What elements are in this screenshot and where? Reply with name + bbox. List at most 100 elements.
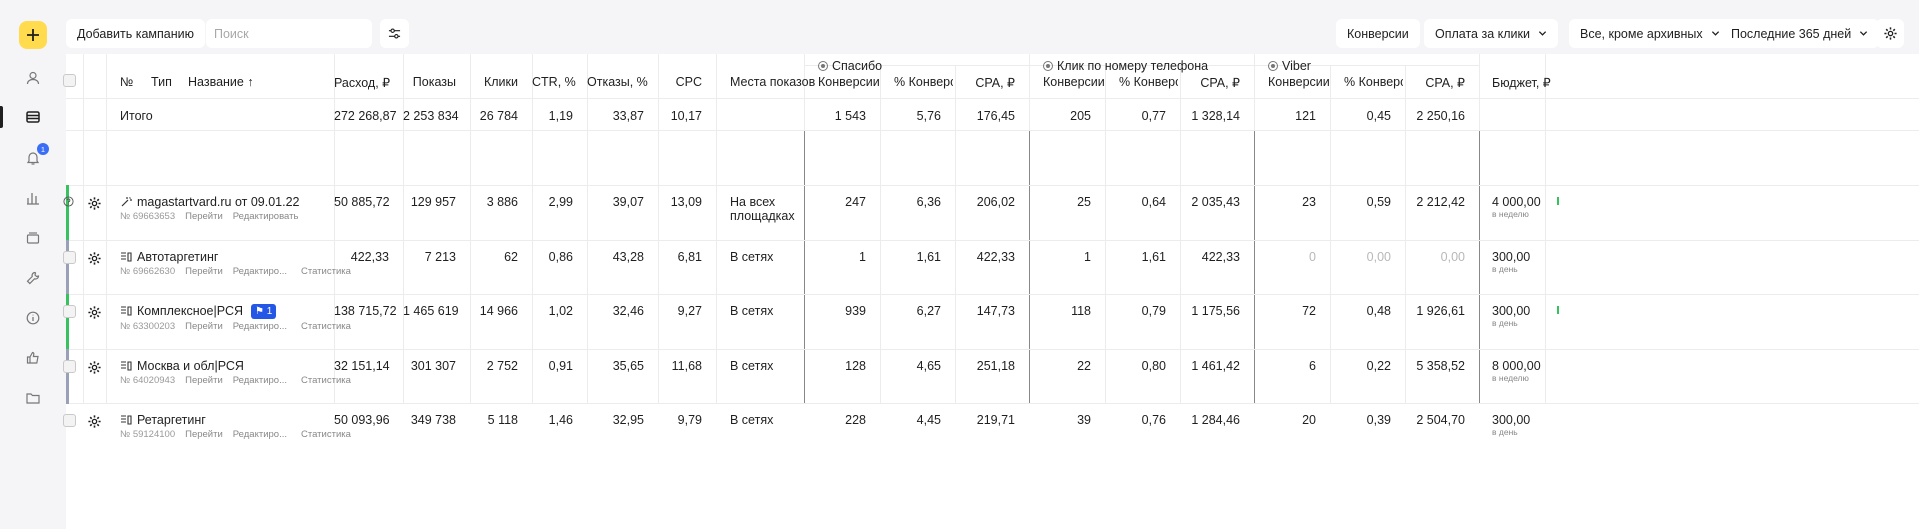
goal-value: 39: [1077, 413, 1091, 427]
header-budget: Бюджет, ₽: [1492, 76, 1551, 90]
gear-icon[interactable]: [87, 414, 102, 429]
left-rail: 1: [0, 0, 66, 529]
budget[interactable]: 4 000,00 в неделю: [1492, 195, 1541, 219]
campaign-name[interactable]: Автотаргетинг: [120, 250, 361, 264]
budget[interactable]: 300,00 в день: [1492, 304, 1530, 328]
stats-link[interactable]: Статистика: [301, 375, 351, 386]
campaign-name[interactable]: Москва и обл|РСЯ: [120, 359, 361, 373]
column-divider: [880, 65, 881, 403]
header-clicks[interactable]: Клики: [483, 75, 518, 89]
row-checkbox[interactable]: [63, 251, 76, 264]
go-link[interactable]: Перейти: [185, 321, 223, 332]
user-icon[interactable]: [24, 69, 42, 87]
search-input[interactable]: [206, 19, 372, 48]
gear-icon[interactable]: [87, 360, 102, 375]
top-toolbar: Добавить кампанию Конверсии Оплата за кл…: [66, 19, 1919, 49]
goal-value: 1,61: [916, 250, 941, 264]
message-badge[interactable]: ⚑ 1: [251, 304, 277, 319]
filter-settings-button[interactable]: [380, 19, 409, 48]
help-icon[interactable]: [63, 196, 74, 207]
header-impressions[interactable]: Показы: [412, 75, 456, 89]
column-divider: [1105, 65, 1106, 403]
campaigns-icon[interactable]: [24, 108, 42, 126]
edit-link[interactable]: Редактиро...: [232, 429, 287, 440]
metric-value: 50 093,96: [334, 413, 390, 427]
stats-link[interactable]: Статистика: [301, 266, 351, 277]
metric-value: 39,07: [612, 195, 644, 209]
go-link[interactable]: Перейти: [185, 266, 223, 277]
metric-value: 32,95: [612, 413, 644, 427]
placement-line: В сетях: [730, 304, 774, 318]
notifications-icon[interactable]: [24, 149, 42, 167]
edit-link[interactable]: Редактиро...: [232, 266, 287, 277]
row-checkbox[interactable]: [63, 305, 76, 318]
tools-icon[interactable]: [24, 269, 42, 287]
row-checkbox[interactable]: [63, 360, 76, 373]
library-icon[interactable]: [24, 229, 42, 247]
budget-period: в неделю: [1492, 373, 1529, 383]
budget[interactable]: 300,00 в день: [1492, 413, 1530, 437]
goal-value: 1: [1084, 250, 1091, 264]
header-ctr[interactable]: CTR, %: [532, 75, 576, 89]
budget[interactable]: 300,00 в день: [1492, 250, 1530, 274]
create-button[interactable]: [19, 21, 47, 49]
stats-link[interactable]: Статистика: [301, 429, 351, 440]
row-checkbox[interactable]: [63, 414, 76, 427]
chevron-down-icon: [1860, 31, 1868, 36]
header-cpc[interactable]: CPC: [675, 75, 702, 89]
gear-icon[interactable]: [87, 196, 102, 211]
header-spend[interactable]: Расход, ₽: [334, 76, 391, 90]
column-divider: [1479, 130, 1480, 403]
select-all-checkbox[interactable]: [63, 74, 76, 87]
text-ad-icon: [121, 306, 132, 316]
header-bounces[interactable]: Отказы, %: [587, 75, 648, 89]
placement-line: В сетях: [730, 250, 774, 264]
campaign-name[interactable]: Ретаргетинг: [120, 413, 361, 427]
add-campaign-button[interactable]: Добавить кампанию: [66, 19, 205, 48]
edit-link[interactable]: Редактиро...: [232, 321, 287, 332]
campaign-meta: № 69663653 Перейти Редактировать: [120, 211, 308, 222]
total-goal-value: 121: [1295, 109, 1316, 123]
goal-group-label: Viber: [1282, 59, 1311, 73]
goal-value: 219,71: [976, 413, 1015, 427]
goal-value: 6,36: [916, 195, 941, 209]
metric-value: 1,02: [548, 304, 573, 318]
period-select[interactable]: Последние 365 дней: [1720, 19, 1880, 48]
goal-group-title: Спасибо: [818, 59, 882, 73]
campaign-name[interactable]: Комплексное|РСЯ ⚑ 1: [120, 304, 361, 319]
stats-link[interactable]: Статистика: [301, 321, 351, 332]
go-link[interactable]: Перейти: [185, 375, 223, 386]
column-divider: [1545, 54, 1546, 403]
stats-icon[interactable]: [24, 189, 42, 207]
info-icon[interactable]: [24, 309, 42, 327]
edit-link[interactable]: Редактировать: [232, 211, 299, 222]
go-link[interactable]: Перейти: [185, 211, 223, 222]
campaign-name[interactable]: magastartvard.ru от 09.01.22: [120, 195, 308, 209]
goal-value: 247: [845, 195, 866, 209]
placement: В сетях: [730, 250, 773, 264]
payment-select[interactable]: Оплата за клики: [1424, 19, 1558, 48]
go-link[interactable]: Перейти: [185, 429, 223, 440]
metric-value: 5 118: [487, 413, 518, 427]
gear-icon[interactable]: [87, 305, 102, 320]
goal-group-title: Viber: [1268, 59, 1311, 73]
edit-link[interactable]: Редактиро...: [232, 375, 287, 386]
goal-value: 422,33: [1201, 250, 1240, 264]
row-divider: [66, 130, 1919, 131]
like-icon[interactable]: [24, 349, 42, 367]
folder-icon[interactable]: [24, 389, 42, 407]
goal-value: 4,45: [916, 413, 941, 427]
column-divider: [955, 65, 956, 403]
settings-button[interactable]: [1876, 19, 1904, 48]
header-cpa: CPA, ₽: [1425, 76, 1465, 90]
budget[interactable]: 8 000,00 в неделю: [1492, 359, 1541, 383]
payment-label: Оплата за клики: [1435, 26, 1530, 41]
campaign-id: № 69663653: [120, 211, 176, 222]
goal-value: 2 035,43: [1191, 195, 1240, 209]
gear-icon[interactable]: [87, 251, 102, 266]
conversions-button[interactable]: Конверсии: [1336, 19, 1420, 48]
header-name-sort[interactable]: Название ↑: [188, 75, 254, 89]
status-filter-select[interactable]: Все, кроме архивных: [1569, 19, 1731, 48]
metric-value: 0,91: [548, 359, 573, 373]
row-divider: [66, 294, 1919, 295]
